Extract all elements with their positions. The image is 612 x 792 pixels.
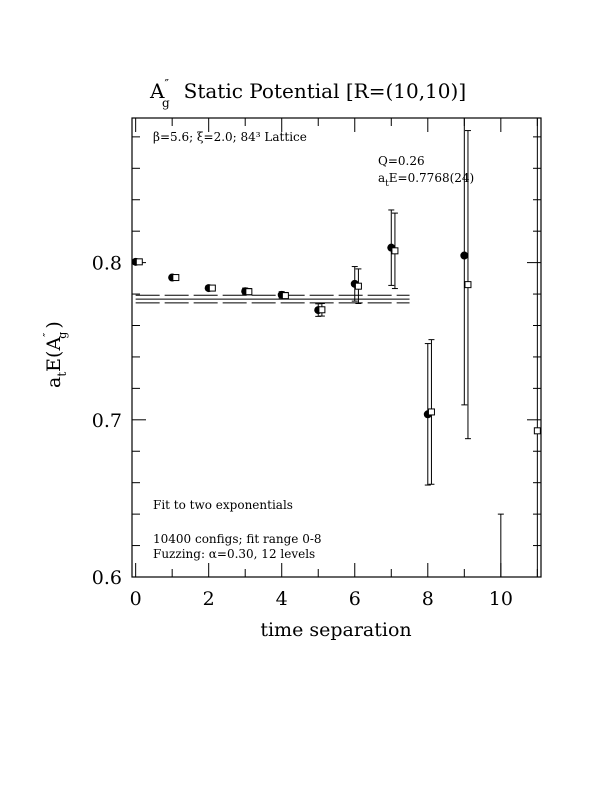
square-point	[533, 427, 541, 435]
circle-point	[460, 251, 469, 260]
y-label-mid: E(A	[43, 337, 65, 372]
title-sub: g	[162, 96, 170, 110]
square-point	[281, 292, 289, 300]
y-axis-label: atE(A″ g)	[41, 321, 69, 388]
square-point	[245, 288, 253, 296]
x-tick-label: 4	[276, 588, 288, 610]
energy-prefix: a	[378, 171, 385, 185]
fit-type-annotation: Fit to two exponentials	[153, 498, 293, 512]
square-point	[464, 281, 472, 289]
y-tick-label: 0.6	[92, 567, 122, 589]
square-point	[354, 282, 362, 290]
title-rest: Static Potential [R=(10,10)]	[184, 79, 467, 103]
y-label-sub: t	[55, 372, 69, 377]
title-main: A	[149, 79, 165, 103]
square-point	[208, 284, 216, 292]
x-tick-label: 0	[130, 588, 142, 610]
square-point	[172, 274, 180, 282]
y-label-sub2: g	[56, 332, 69, 339]
lattice-annotation: β=5.6; ξ=2.0; 84³ Lattice	[153, 130, 307, 144]
square-point	[391, 247, 399, 255]
y-label-super: ″	[41, 333, 54, 337]
energy-sub: t	[385, 179, 389, 189]
chart-title: A″ g Static Potential [R=(10,10)]	[149, 77, 466, 110]
y-label-main: a	[43, 377, 65, 388]
energy-rest: E=0.7768(24)	[389, 171, 474, 185]
configs-annotation: 10400 configs; fit range 0-8	[153, 532, 322, 546]
plot-frame	[131, 117, 542, 578]
x-tick-label: 6	[349, 588, 361, 610]
q-annotation: Q=0.26	[378, 154, 425, 168]
square-point	[427, 408, 435, 416]
fuzzing-annotation: Fuzzing: α=0.30, 12 levels	[153, 547, 315, 561]
x-tick-label: 10	[489, 588, 513, 610]
axis-tick-labels: 0 2 4 6 8 10 0.6 0.7 0.8	[92, 253, 513, 610]
square-point	[318, 306, 326, 314]
x-tick-label: 2	[203, 588, 215, 610]
square-point	[135, 258, 143, 266]
y-tick-label: 0.8	[92, 253, 122, 275]
title-super: ″	[164, 77, 169, 91]
x-axis-label: time separation	[260, 619, 411, 641]
fit-band	[135, 294, 410, 304]
y-tick-label: 0.7	[92, 410, 122, 432]
data-markers	[131, 243, 541, 435]
x-tick-label: 8	[422, 588, 434, 610]
energy-annotation: atE=0.7768(24)	[378, 171, 474, 189]
y-label-end: )	[43, 321, 65, 328]
